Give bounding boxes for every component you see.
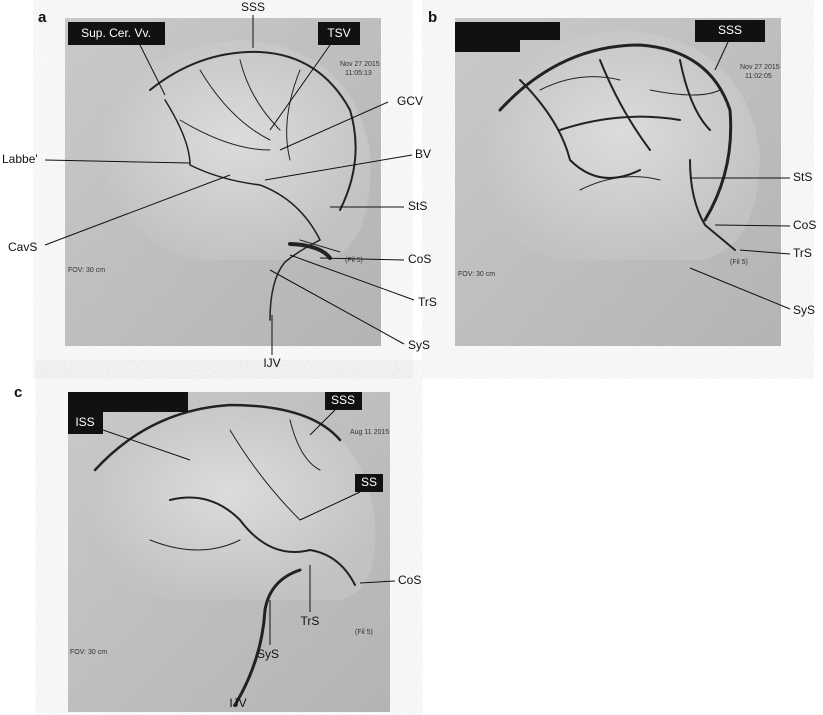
- leader-lines: [44, 15, 791, 645]
- overlay-text: (Fil 5): [730, 259, 748, 266]
- label: CoS: [408, 252, 431, 266]
- label: SyS: [257, 647, 279, 661]
- overlay-text: Nov 27 2015: [740, 64, 780, 71]
- label: CavS: [8, 240, 37, 254]
- label: Sup. Cer. Vv.: [81, 26, 151, 40]
- label: IJV: [263, 356, 280, 370]
- overlay-text: Aug 11 2015: [350, 429, 389, 436]
- label: TrS: [301, 614, 320, 628]
- overlay-text: 11:05:13: [345, 70, 372, 77]
- label: CoS: [398, 573, 421, 587]
- panel-letter: c: [14, 384, 22, 401]
- overlay-text: Nov 27 2015: [340, 61, 380, 68]
- overlay-text: (Fil 5): [355, 629, 373, 636]
- label: ISS: [75, 415, 94, 429]
- label: GCV: [397, 94, 423, 108]
- label: SSS: [718, 23, 742, 37]
- label: TrS: [793, 246, 812, 260]
- label: SSS: [241, 0, 265, 14]
- label: IJV: [229, 696, 246, 710]
- label: CoS: [793, 218, 816, 232]
- overlay-text: 11:02:05: [745, 73, 772, 80]
- angiogram-a: [65, 18, 381, 346]
- panel-letter: b: [428, 9, 437, 26]
- overlay-text: FOV: 30 cm: [70, 649, 107, 656]
- label-boxes: [68, 20, 765, 492]
- overlay-text: (Fil 5): [345, 257, 363, 264]
- label: SyS: [408, 338, 430, 352]
- label: TSV: [327, 26, 350, 40]
- overlay-text: FOV: 30 cm: [68, 267, 105, 274]
- label: BV: [415, 147, 431, 161]
- angiogram-b: [455, 18, 781, 346]
- angiogram-c: [68, 392, 390, 712]
- label: StS: [408, 199, 427, 213]
- label: SSS: [331, 393, 355, 407]
- panel-letter: a: [38, 9, 47, 26]
- label: Labbe': [2, 152, 38, 166]
- label: TrS: [418, 295, 437, 309]
- label: SyS: [793, 303, 815, 317]
- overlay-text: FOV: 30 cm: [458, 271, 495, 278]
- label: StS: [793, 170, 812, 184]
- label: SS: [361, 475, 377, 489]
